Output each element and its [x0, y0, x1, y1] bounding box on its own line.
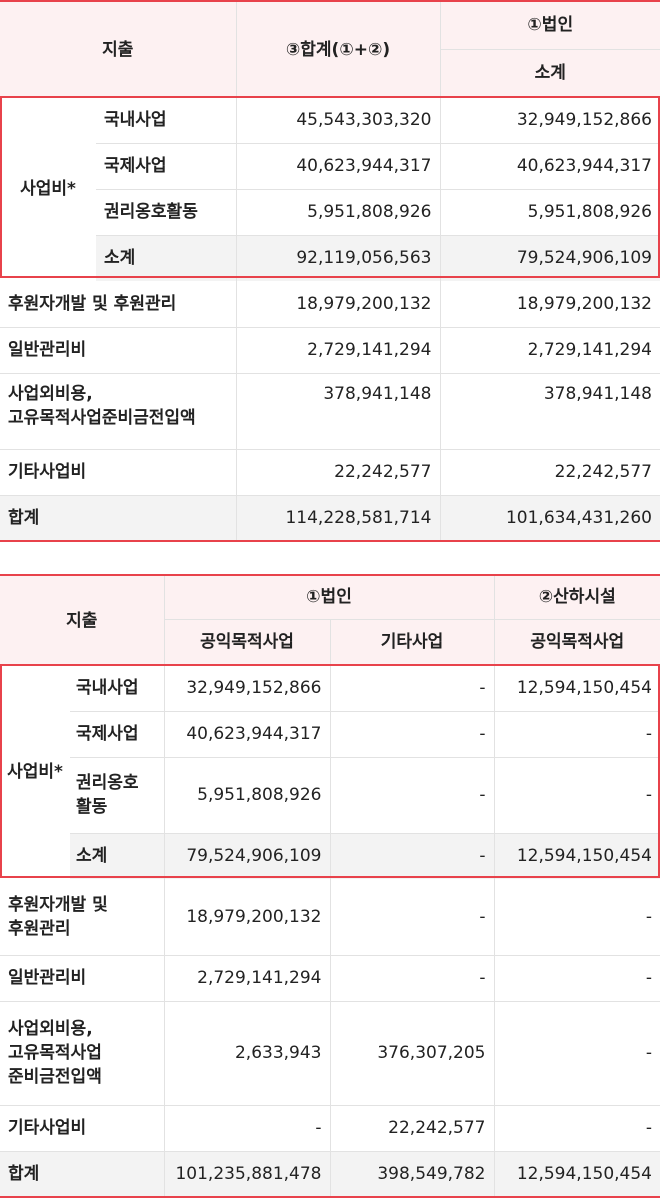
- row-label-subtotal: 소계: [96, 235, 237, 281]
- header-facility-public-purpose: 공익목적사업: [494, 619, 660, 665]
- row-label-line1: 권리옹호: [76, 773, 139, 793]
- cell-other: -: [330, 711, 495, 758]
- cell-corp: 2,729,141,294: [440, 327, 660, 374]
- row-label-subtotal: 소계: [70, 833, 165, 879]
- cell-other: -: [330, 955, 495, 1002]
- cell-total: 40,623,944,317: [236, 143, 441, 190]
- cell-total: 22,242,577: [236, 449, 441, 496]
- header-corp: ①법인: [440, 0, 660, 50]
- cell-total: 378,941,148: [236, 373, 441, 450]
- row-label-line1: 후원자개발 및: [8, 894, 108, 915]
- cell-corp: 79,524,906,109: [440, 235, 660, 281]
- row-label-line2: 활동: [76, 797, 108, 817]
- cell-total: 45,543,303,320: [236, 97, 441, 144]
- header-total: ③합계(①+②): [236, 0, 441, 97]
- row-label: 기타사업비: [0, 1105, 165, 1152]
- group-label-business: 사업비*: [7, 762, 63, 782]
- header-other-business: 기타사업: [330, 619, 495, 665]
- header-expense: 지출: [0, 574, 165, 665]
- header-corp-subtotal: 소계: [440, 49, 660, 97]
- cell-total: 18,979,200,132: [236, 281, 441, 328]
- cell-public: 2,633,943: [164, 1001, 331, 1106]
- header-expense: 지출: [0, 0, 237, 97]
- row-label-line2: 고유목적사업준비금전입액: [8, 407, 196, 428]
- row-label: 사업외비용, 고유목적사업준비금전입액: [0, 373, 237, 450]
- row-label-total: 합계: [0, 495, 237, 542]
- cell-other: -: [330, 757, 495, 834]
- header-facility: ②산하시설: [494, 574, 660, 620]
- cell-corp: 18,979,200,132: [440, 281, 660, 328]
- cell-facility: -: [494, 879, 660, 956]
- row-label: 권리옹호활동: [96, 189, 237, 236]
- group-label-business: 사업비*: [20, 179, 76, 199]
- cell-public: -: [164, 1105, 331, 1152]
- cell-public: 2,729,141,294: [164, 955, 331, 1002]
- row-label-line2: 고유목적사업: [8, 1043, 102, 1063]
- cell-facility: -: [494, 711, 660, 758]
- header-corp: ①법인: [164, 574, 495, 620]
- cell-other: -: [330, 665, 495, 712]
- expense-table-1: 지출 ③합계(①+②) ①법인 소계 사업비* 국내사업 45,543,303,…: [0, 0, 660, 542]
- cell-total: 114,228,581,714: [236, 495, 441, 542]
- cell-total: 92,119,056,563: [236, 235, 441, 281]
- cell-other: 398,549,782: [330, 1151, 495, 1198]
- cell-facility: -: [494, 757, 660, 834]
- cell-other: 22,242,577: [330, 1105, 495, 1152]
- cell-corp: 22,242,577: [440, 449, 660, 496]
- row-label: 기타사업비: [0, 449, 237, 496]
- cell-other: -: [330, 833, 495, 879]
- cell-facility: -: [494, 955, 660, 1002]
- row-label: 국내사업: [70, 665, 165, 712]
- cell-public: 5,951,808,926: [164, 757, 331, 834]
- cell-facility: 12,594,150,454: [494, 833, 660, 879]
- cell-public: 101,235,881,478: [164, 1151, 331, 1198]
- cell-corp: 32,949,152,866: [440, 97, 660, 144]
- row-label: 후원자개발 및 후원관리: [0, 281, 237, 328]
- row-label: 일반관리비: [0, 955, 165, 1002]
- cell-public: 40,623,944,317: [164, 711, 331, 758]
- row-label-line1: 사업외비용,: [8, 1019, 93, 1039]
- cell-total: 5,951,808,926: [236, 189, 441, 236]
- cell-facility: -: [494, 1105, 660, 1152]
- row-label-total: 합계: [0, 1151, 165, 1198]
- row-label-line3: 준비금전입액: [8, 1067, 102, 1087]
- cell-total: 2,729,141,294: [236, 327, 441, 374]
- cell-public: 79,524,906,109: [164, 833, 331, 879]
- cell-facility: 12,594,150,454: [494, 665, 660, 712]
- expense-table-2: 지출 ①법인 ②산하시설 공익목적사업 기타사업 공익목적사업 사업비* 국내사…: [0, 574, 660, 1198]
- row-label-line2: 후원관리: [8, 918, 71, 939]
- cell-other: -: [330, 879, 495, 956]
- row-label: 국내사업: [96, 97, 237, 144]
- cell-public: 18,979,200,132: [164, 879, 331, 956]
- row-label: 일반관리비: [0, 327, 237, 374]
- row-label: 국제사업: [70, 711, 165, 758]
- row-label-line1: 사업외비용,: [8, 383, 93, 404]
- cell-corp: 378,941,148: [440, 373, 660, 450]
- cell-facility: -: [494, 1001, 660, 1106]
- cell-corp: 101,634,431,260: [440, 495, 660, 542]
- cell-corp: 40,623,944,317: [440, 143, 660, 190]
- cell-corp: 5,951,808,926: [440, 189, 660, 236]
- cell-other: 376,307,205: [330, 1001, 495, 1106]
- cell-facility: 12,594,150,454: [494, 1151, 660, 1198]
- row-label: 국제사업: [96, 143, 237, 190]
- header-public-purpose: 공익목적사업: [164, 619, 331, 665]
- cell-public: 32,949,152,866: [164, 665, 331, 712]
